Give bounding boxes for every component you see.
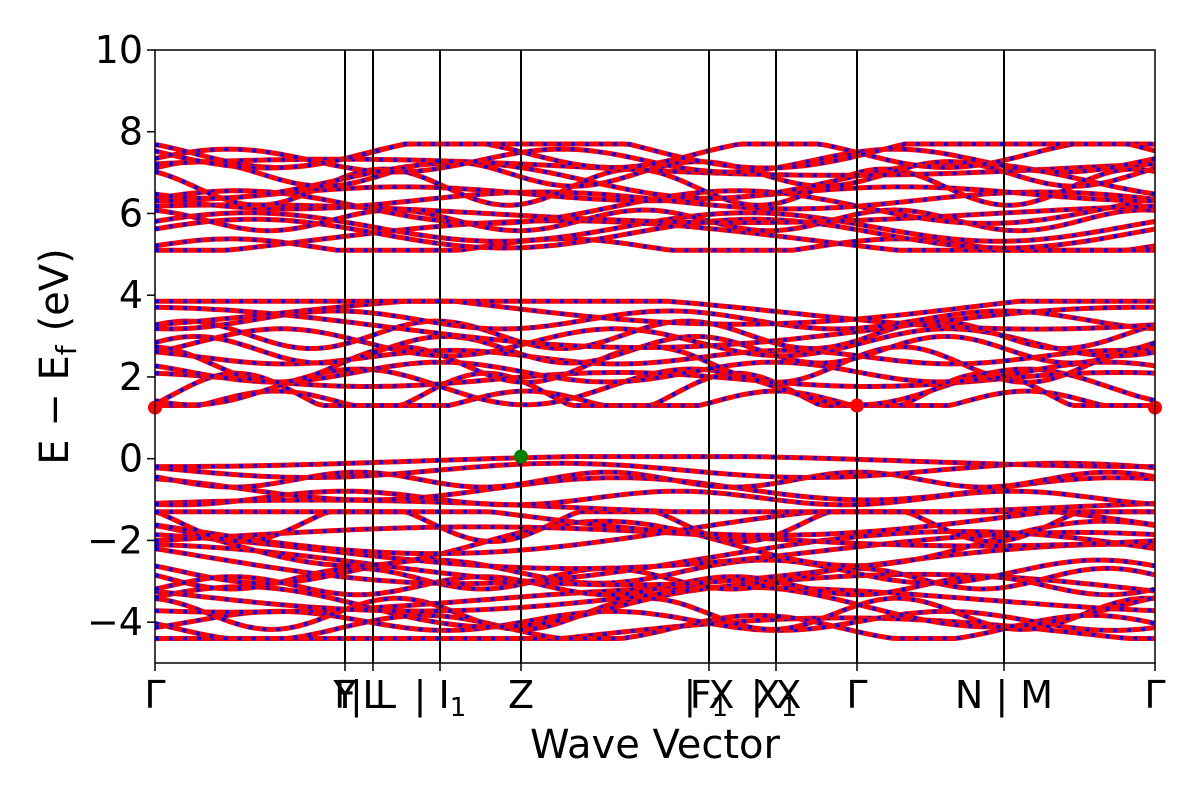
band-down-0-9 — [154, 558, 1156, 586]
y-tick-label-4: 4 — [119, 273, 143, 317]
x-tick-label-2: F — [334, 673, 356, 717]
band-down-2-8 — [154, 326, 1156, 358]
band-down-0-15 — [154, 509, 1156, 556]
x-tick-label-10: | X — [751, 673, 802, 718]
band-down-3-11 — [154, 159, 1156, 189]
y-axis-label: E − Ef (eV) — [32, 248, 83, 465]
y-axis-ticks: −4 −2 0 2 4 6 8 10 — [87, 28, 155, 644]
band-down-0-11 — [154, 529, 1156, 586]
band-up-2-10 — [154, 304, 1155, 350]
band-up-2-12 — [154, 298, 1156, 332]
band-down-0-1 — [154, 613, 1156, 641]
y-tick-label-1: −2 — [87, 518, 143, 562]
y-axis-label-main: E − E — [32, 355, 78, 465]
band-down-2-4 — [154, 360, 1156, 384]
band-down-0-2 — [154, 609, 1156, 633]
x-tick-label-8: | X — [684, 673, 735, 718]
band-down-2-7 — [154, 334, 1156, 365]
y-tick-label-3: 2 — [119, 355, 143, 399]
x-tick-label-3: L — [362, 673, 383, 717]
band-up-0-10 — [154, 541, 1156, 588]
x-tick-label-4: | L — [350, 673, 396, 718]
y-tick-label-2: 0 — [119, 437, 143, 481]
x-axis-label: Wave Vector — [530, 722, 781, 768]
x-tick-label-13: Γ — [1144, 673, 1165, 717]
x-tick-label-0: Γ — [144, 673, 165, 717]
band-down-3-4 — [154, 207, 1156, 233]
band-down-3-2 — [154, 217, 1156, 250]
y-tick-label-6: 8 — [119, 110, 143, 154]
band-down-2-9 — [154, 319, 1156, 351]
kpoint-lines — [344, 50, 1005, 663]
plot-frame — [154, 49, 1156, 664]
cbm-marker-1 — [850, 398, 864, 413]
band-up-3-12 — [154, 156, 1156, 178]
band-down-0-7 — [154, 574, 1156, 597]
y-tick-label-0: −4 — [87, 600, 143, 644]
band-up-1-5 — [155, 454, 1155, 470]
y-tick-label-5: 6 — [119, 191, 143, 235]
x-tick-label-12: N | M — [955, 673, 1053, 718]
band-up-2-13 — [155, 298, 1155, 327]
x-tick-label-6: Z — [508, 673, 534, 717]
x-tick-label-5: | I1 — [414, 673, 467, 723]
vbm-marker — [514, 449, 528, 464]
y-tick-label-7: 10 — [95, 28, 143, 72]
band-down-0-4 — [154, 584, 1156, 629]
band-down-0-13 — [154, 519, 1156, 568]
band-up-0-17 — [155, 509, 1155, 538]
x-tick-label-7: F1 — [690, 673, 728, 723]
y-axis-label-sub: f — [50, 344, 83, 355]
band-up-3-8 — [155, 184, 1155, 204]
extrema-markers — [148, 398, 1162, 464]
y-axis-label-unit: (eV) — [32, 248, 78, 331]
band-down-3-15 — [154, 142, 1156, 171]
bands-group — [153, 141, 1156, 641]
x-tick-label-9: X1 — [755, 673, 798, 723]
x-tick-label-11: Γ — [846, 673, 867, 717]
x-tick-label-1: Y — [332, 673, 357, 717]
